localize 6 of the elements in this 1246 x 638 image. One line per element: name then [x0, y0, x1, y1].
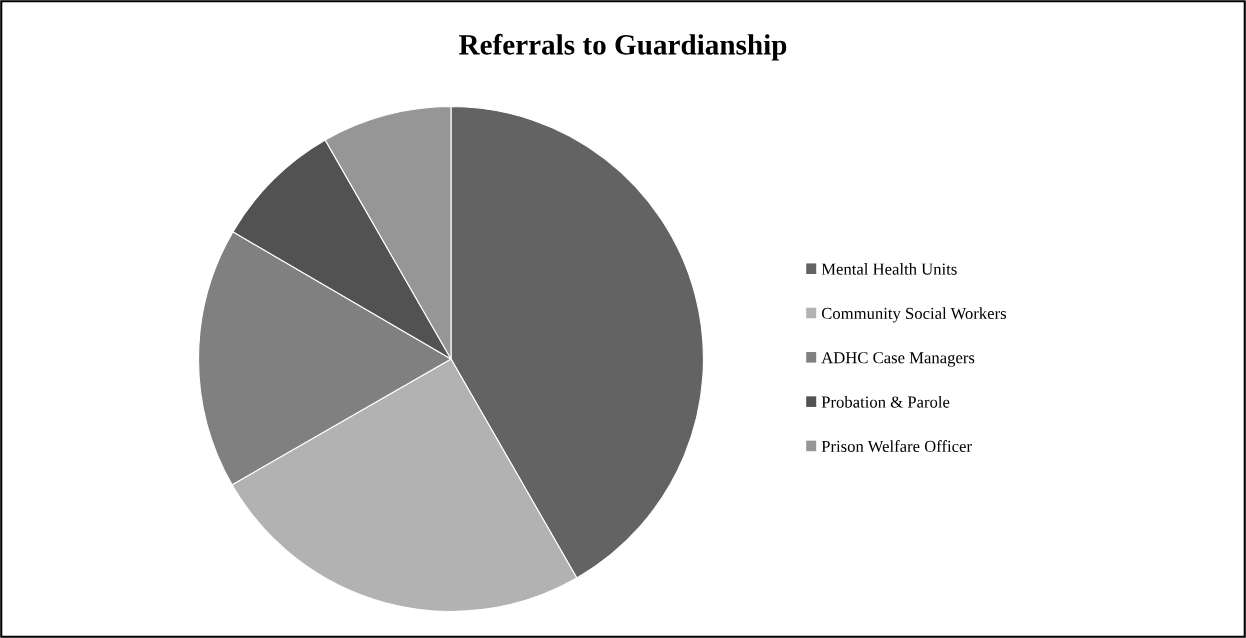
- legend-label: Mental Health Units: [821, 263, 957, 275]
- legend-label: ADHC Case Managers: [821, 352, 975, 367]
- legend-label: Probation & Parole: [821, 395, 950, 408]
- legend-label: Community Social Workers: [821, 307, 1006, 323]
- chart-title: Referrals to Guardianship: [459, 33, 787, 61]
- legend-label: Prison Welfare Officer: [821, 440, 972, 453]
